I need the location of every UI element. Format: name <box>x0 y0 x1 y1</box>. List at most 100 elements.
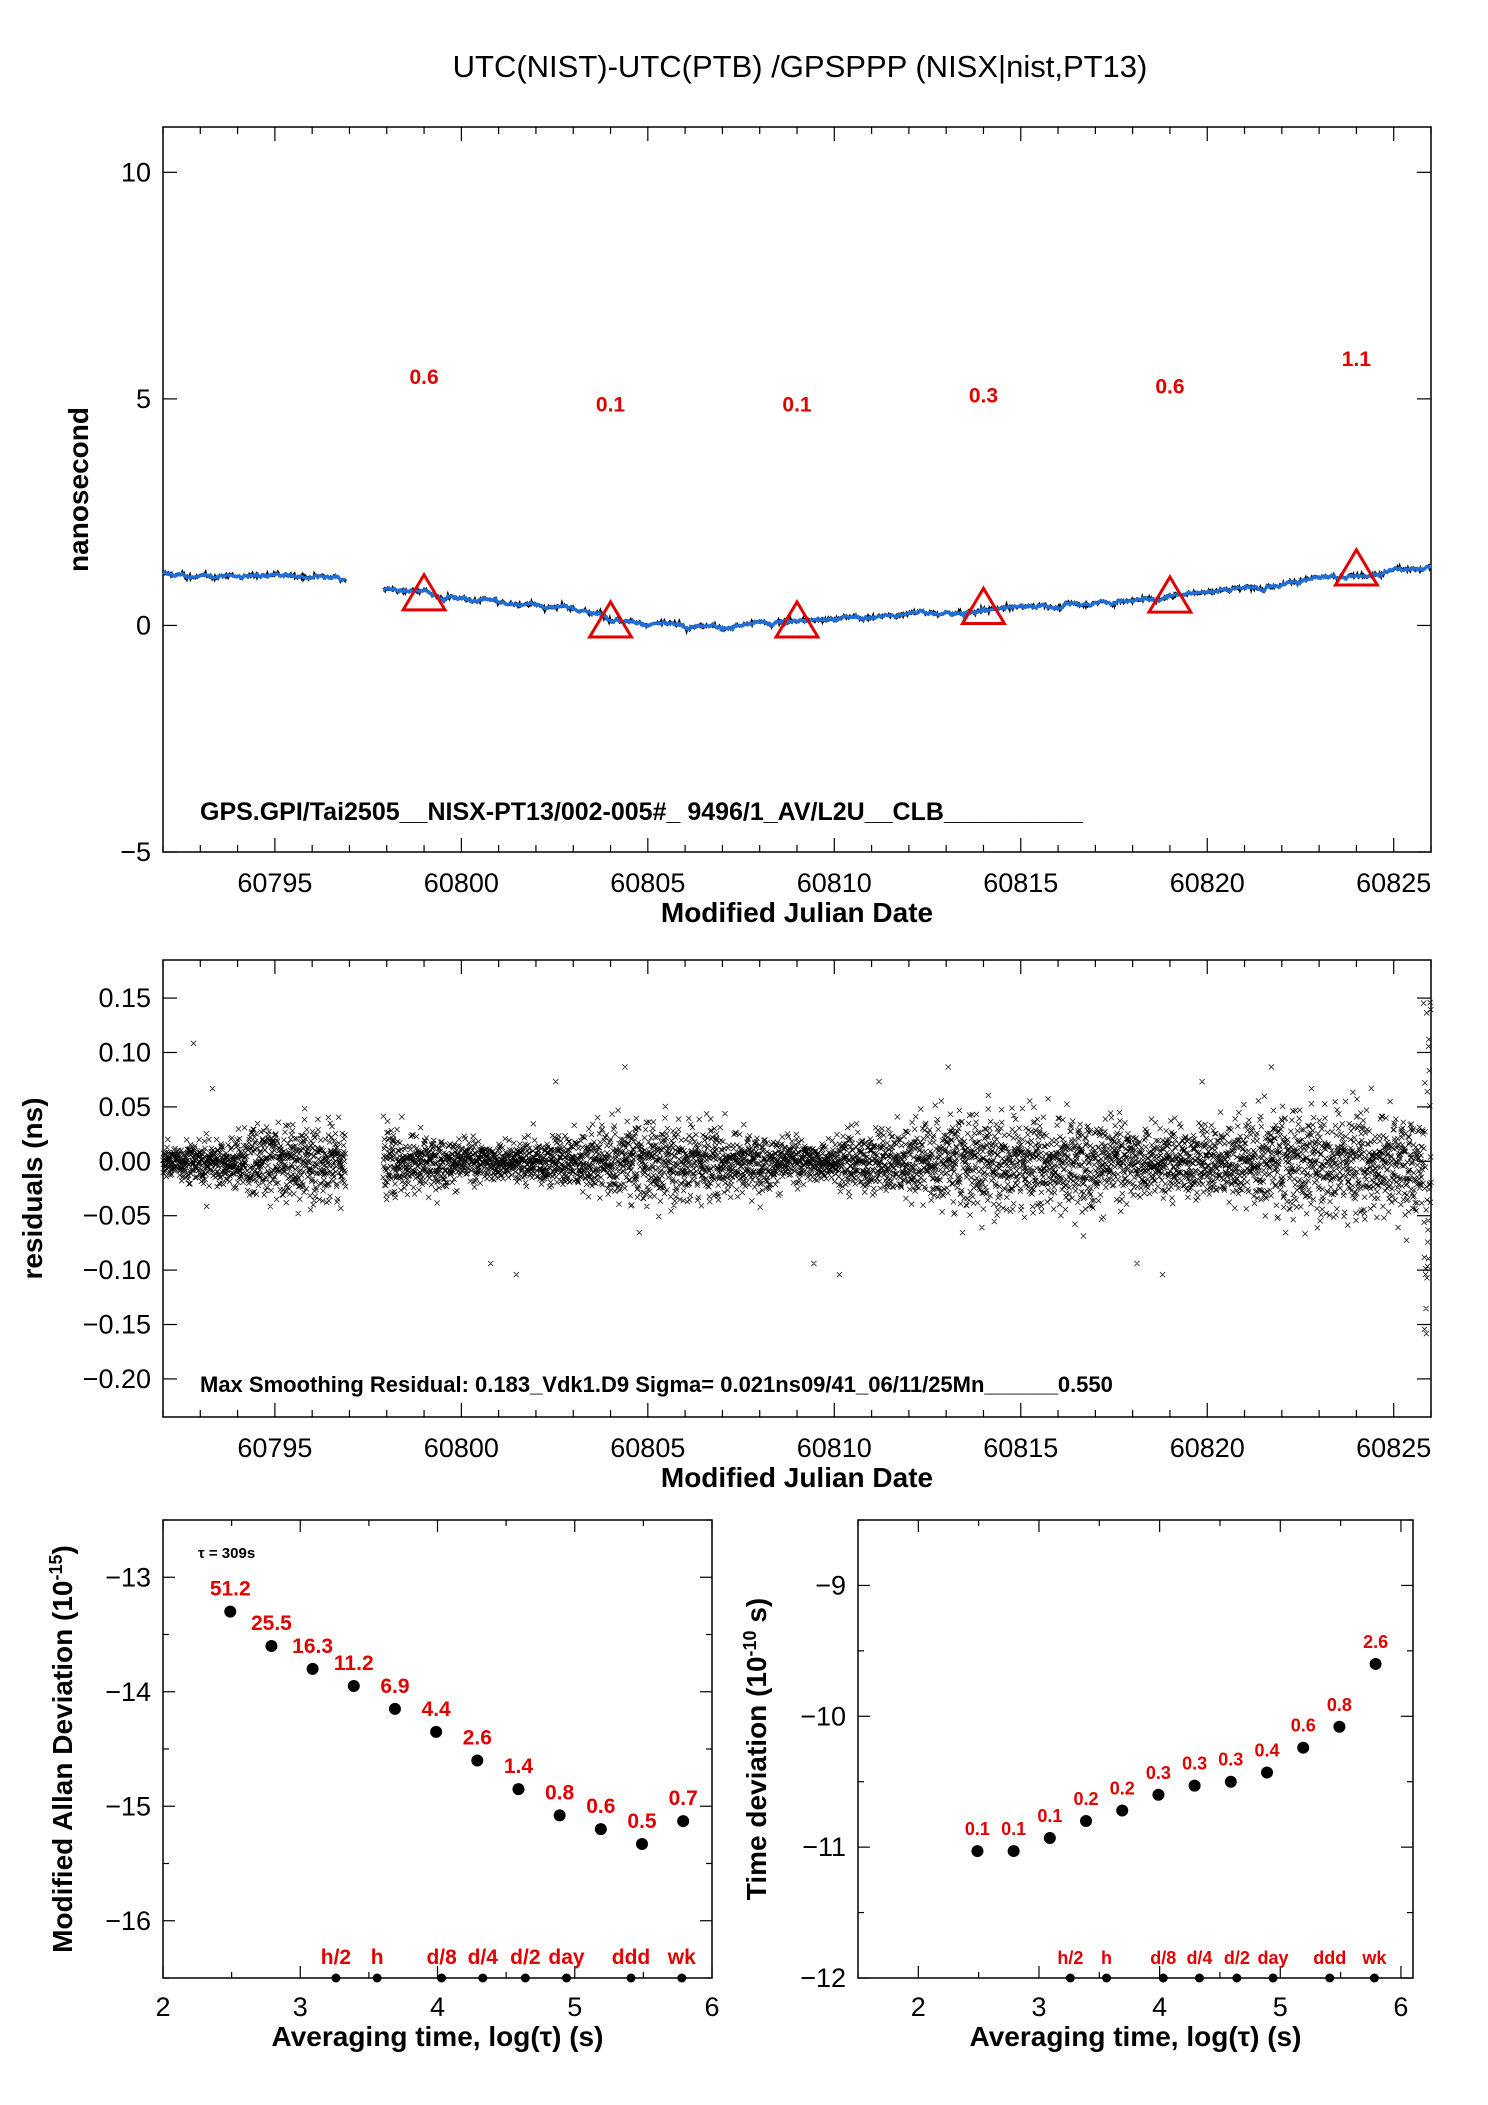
tdev-data-point <box>1080 1814 1093 1827</box>
residuals-x-tick-label: 60825 <box>1356 1433 1431 1463</box>
tdev-point-value-label: 2.6 <box>1363 1632 1388 1652</box>
tdev-x-tick-label: 3 <box>1031 1992 1046 2022</box>
mdev-time-marker-dot <box>331 1973 341 1983</box>
tdev-point-value-label: 0.1 <box>965 1819 990 1839</box>
mdev-point-value-label: 4.4 <box>422 1698 452 1721</box>
tdev-point-value-label: 0.1 <box>1001 1819 1026 1839</box>
main-marker-value-label: 0.1 <box>782 393 812 416</box>
tdev-time-marker-dot <box>1232 1973 1242 1983</box>
main-x-tick-label: 60815 <box>983 868 1058 898</box>
mdev-y-axis-title-tail: ) <box>47 1545 78 1554</box>
tdev-data-point <box>1297 1741 1310 1754</box>
main-triangle-marker <box>773 598 821 639</box>
mdev-y-tick-label: −16 <box>105 1906 151 1936</box>
tdev-point-value-label: 0.3 <box>1146 1763 1171 1783</box>
tdev-data-point <box>1116 1804 1129 1817</box>
main-x-axis-title: Modified Julian Date <box>661 897 933 928</box>
residuals-footer-text: Max Smoothing Residual: 0.183_Vdk1.D9 Si… <box>200 1372 1113 1397</box>
mdev-x-tick-label: 3 <box>293 1992 308 2022</box>
mdev-data-point <box>677 1815 690 1828</box>
tdev-data-point <box>1224 1775 1237 1788</box>
residuals-y-tick-label: 0.15 <box>98 983 151 1013</box>
panel-modified-allan-deviation: 2 3 4 5 6 −16 −15 −14 −13 Averaging time, log(τ) … <box>46 1519 720 2052</box>
residuals-x-tick-label: 60805 <box>610 1433 685 1463</box>
main-series-smoothed-line <box>382 564 1433 633</box>
main-y-tick-label: 5 <box>136 384 151 414</box>
tdev-data-point <box>1007 1845 1020 1858</box>
mdev-y-axis-title: Modified Allan Deviation (10-15) <box>46 1545 78 1953</box>
tdev-time-marker-label: d/2 <box>1224 1948 1250 1968</box>
mdev-data-point <box>594 1823 607 1836</box>
main-x-tick-label: 60825 <box>1356 868 1431 898</box>
mdev-time-marker-label: h/2 <box>321 1946 351 1969</box>
mdev-time-marker-dot <box>677 1973 687 1983</box>
residuals-y-tick-label: 0.05 <box>98 1092 151 1122</box>
main-marker-value-label: 1.1 <box>1342 348 1372 371</box>
residuals-x-tick-label: 60810 <box>797 1433 872 1463</box>
tdev-y-axis-title-tail: s) <box>741 1598 772 1631</box>
residuals-y-tick-label: −0.15 <box>83 1310 151 1340</box>
tdev-x-axis-title: Averaging time, log(τ) (s) <box>970 2021 1302 2052</box>
mdev-time-marker-label: wk <box>667 1946 696 1969</box>
tdev-y-tick-label: −10 <box>800 1701 846 1731</box>
residuals-x-tick-label: 60795 <box>237 1433 312 1463</box>
main-x-tick-label: 60810 <box>797 868 872 898</box>
tdev-time-marker-label: h/2 <box>1057 1948 1083 1968</box>
main-plot-frame <box>162 126 1432 853</box>
mdev-point-value-label: 11.2 <box>334 1652 374 1675</box>
mdev-point-value-label: 51.2 <box>210 1578 251 1601</box>
main-x-tick-label: 60800 <box>424 868 499 898</box>
residuals-y-tick-label: 0.00 <box>98 1146 151 1176</box>
residuals-x-tick-label: 60800 <box>424 1433 499 1463</box>
tdev-time-marker-dot <box>1065 1973 1075 1983</box>
tdev-point-value-label: 0.2 <box>1110 1779 1135 1799</box>
tdev-point-value-label: 0.4 <box>1254 1741 1279 1761</box>
mdev-data-point <box>224 1605 237 1618</box>
residuals-y-axis-title: residuals (ns) <box>17 1097 48 1279</box>
residuals-x-tick-label: 60815 <box>983 1433 1058 1463</box>
main-series-smoothed-line <box>162 570 346 583</box>
tdev-time-marker-label: h <box>1101 1948 1112 1968</box>
tdev-point-value-label: 0.1 <box>1037 1806 1062 1826</box>
mdev-point-value-label: 6.9 <box>380 1675 409 1698</box>
main-triangle-marker <box>959 585 1008 625</box>
mdev-y-tick-label: −14 <box>105 1677 151 1707</box>
main-x-tick-label: 60820 <box>1170 868 1245 898</box>
tdev-time-marker-label: d/8 <box>1150 1948 1176 1968</box>
mdev-point-value-label: 0.5 <box>627 1810 657 1833</box>
tdev-time-marker-dot <box>1268 1973 1278 1983</box>
main-triangle-marker <box>400 571 448 612</box>
mdev-point-value-label: 25.5 <box>251 1612 292 1635</box>
tdev-time-marker-label: wk <box>1361 1948 1387 1968</box>
tdev-data-point <box>1152 1788 1165 1801</box>
tdev-point-value-label: 0.3 <box>1182 1754 1207 1774</box>
panel-time-deviation: 2 3 4 5 6 −12 −11 −10 −9 Averaging time, log(τ) (… <box>740 1519 1414 2052</box>
tdev-time-marker-dot <box>1158 1973 1168 1983</box>
tdev-y-axis-title-main: Time deviation (10 <box>741 1656 772 1900</box>
tdev-time-marker-dot <box>1369 1973 1379 1983</box>
tdev-x-tick-label: 6 <box>1393 1992 1408 2022</box>
residuals-x-axis-title: Modified Julian Date <box>661 1462 933 1493</box>
mdev-data-point <box>471 1754 484 1767</box>
main-marker-value-label: 0.6 <box>1155 375 1184 398</box>
tdev-plot-frame <box>857 1519 1414 1979</box>
tdev-x-tick-label: 5 <box>1273 1992 1288 2022</box>
tdev-data-point <box>1261 1766 1274 1779</box>
mdev-time-marker-label: day <box>548 1946 585 1969</box>
main-marker-value-label: 0.3 <box>969 384 998 407</box>
mdev-data-point <box>512 1783 525 1796</box>
main-triangle-marker <box>1332 546 1380 587</box>
mdev-data-point <box>347 1680 360 1693</box>
main-triangle-marker <box>1146 574 1194 614</box>
mdev-time-marker-dot <box>478 1973 488 1983</box>
mdev-y-axis-title-exponent: -15 <box>46 1554 66 1580</box>
mdev-time-marker-dot <box>520 1973 530 1983</box>
residuals-y-tick-label: −0.20 <box>83 1364 151 1394</box>
panel-main-timeseries: 60795 60800 60805 60810 60815 60820 60825 −5 0 5 1… <box>63 126 1433 928</box>
mdev-point-value-label: 0.7 <box>669 1787 698 1810</box>
mdev-y-tick-label: −15 <box>105 1791 151 1821</box>
mdev-data-point <box>636 1838 649 1851</box>
tdev-time-marker-label: d/4 <box>1186 1948 1212 1968</box>
mdev-data-point <box>388 1702 401 1715</box>
